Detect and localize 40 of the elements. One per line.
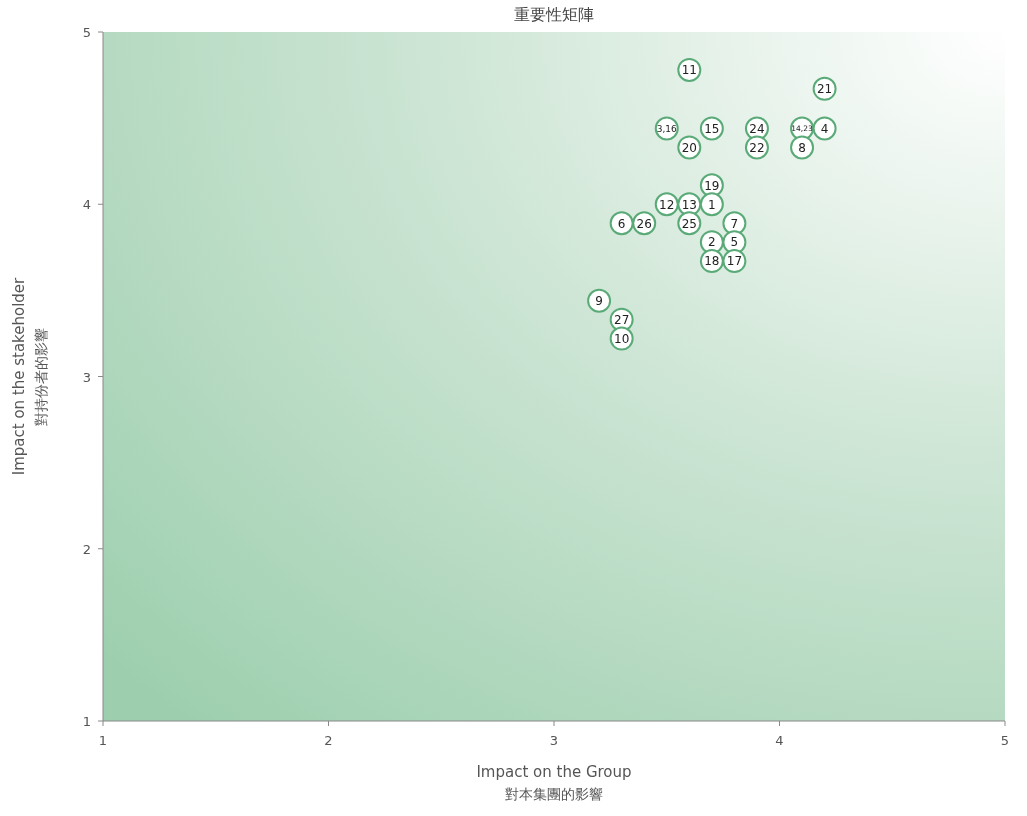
annotation: 1: [708, 197, 716, 212]
annotation: 5: [730, 235, 739, 250]
x-tick-label: 2: [324, 733, 333, 748]
y-tick-label: 5: [82, 25, 91, 40]
annotation: 8: [798, 140, 806, 155]
annotation: 6: [617, 216, 626, 231]
annotation: 25: [681, 216, 697, 231]
x-tick-label: 3: [549, 733, 559, 748]
y-tick-label: 3: [82, 369, 91, 385]
x-tick-label: 1: [98, 733, 108, 748]
annotation: 15: [704, 121, 720, 136]
annotation: 20: [681, 140, 697, 155]
annotation: 9: [595, 294, 603, 309]
annotation: 2: [708, 235, 716, 250]
annotation: 18: [704, 254, 720, 269]
annotation: 24: [749, 121, 765, 136]
x-tick-label: 4: [775, 733, 784, 748]
annotation: 26: [636, 216, 652, 231]
y-axis-title: Impact on the stakeholder 對持份者的影響: [10, 276, 49, 476]
annotation: 22: [749, 140, 765, 155]
annotation: 4: [820, 121, 829, 136]
annotation: 11: [681, 63, 697, 78]
y-tick-label: 4: [82, 197, 91, 213]
annotation: 3,16: [656, 123, 678, 134]
x-tick-label: 5: [1000, 733, 1010, 748]
y-tick-label: 1: [82, 714, 91, 729]
point: [790, 135, 815, 160]
y-tick-label: 2: [82, 541, 91, 557]
point: [699, 192, 724, 217]
annotation: 7: [730, 216, 739, 231]
annotation: 13: [681, 197, 697, 212]
annotation: 27: [614, 312, 630, 327]
x-axis-title: Impact on the Group 對本集團的影響: [476, 763, 632, 802]
point: [587, 288, 612, 313]
annotation: 19: [704, 178, 720, 193]
annotation: 21: [816, 82, 833, 97]
annotation: 17: [726, 254, 743, 269]
chart-title: 重要性矩陣: [514, 5, 594, 24]
annotation: 12: [659, 197, 675, 212]
annotation: 10: [614, 331, 630, 346]
